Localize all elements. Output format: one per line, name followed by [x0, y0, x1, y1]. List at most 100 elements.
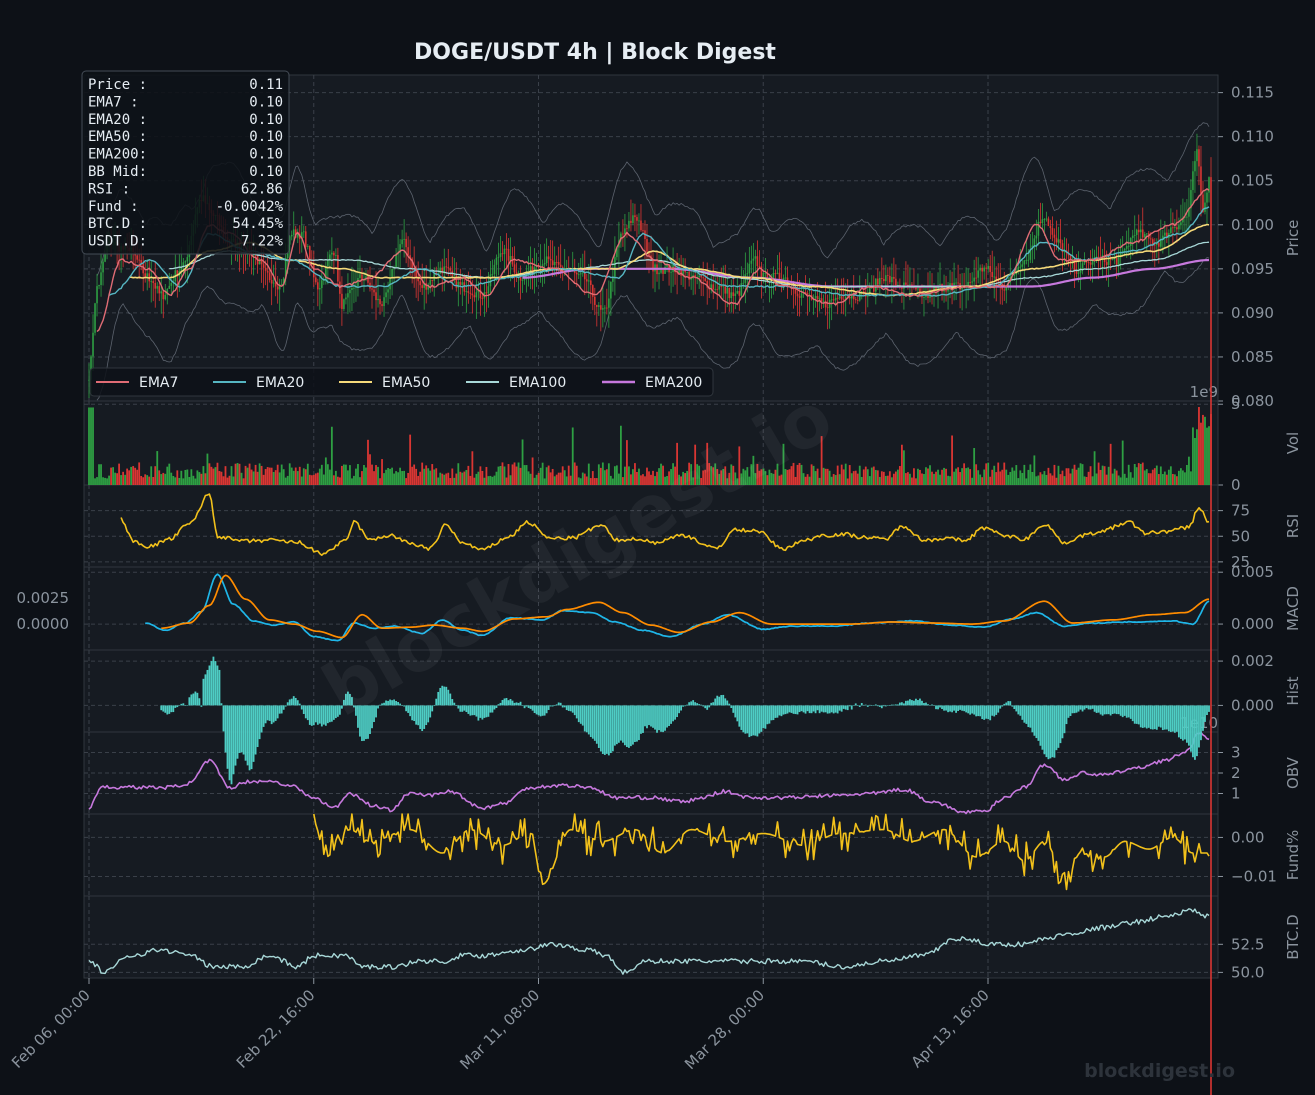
hist-bar	[336, 705, 339, 717]
hist-bar	[696, 703, 699, 706]
hist-bar	[1200, 705, 1202, 741]
hist-bar	[198, 698, 201, 706]
hist-bar	[1113, 705, 1116, 714]
candle-body	[583, 272, 586, 280]
volume-bar	[632, 469, 634, 485]
hist-bar	[178, 705, 181, 706]
candle-body	[746, 273, 749, 275]
candle-body	[104, 253, 106, 262]
candle-body	[895, 278, 897, 286]
volume-bar	[439, 472, 442, 485]
hist-bar	[965, 705, 968, 713]
y-tick-label: 0.002	[1231, 652, 1274, 670]
volume-bar	[1133, 463, 1136, 485]
candle-body	[854, 299, 857, 301]
candle-body	[820, 298, 823, 302]
volume-bar	[136, 469, 139, 485]
volume-bar	[435, 468, 438, 485]
candle-body	[383, 297, 385, 307]
candle-body	[503, 248, 506, 255]
hist-bar	[866, 705, 869, 707]
candle-body	[748, 263, 751, 274]
volume-bar	[365, 467, 367, 485]
volume-bar	[738, 446, 741, 485]
hist-bar	[977, 705, 980, 717]
hist-bar	[589, 705, 592, 737]
volume-bar	[1007, 474, 1010, 485]
hist-bar	[288, 699, 291, 706]
candle-body	[969, 281, 971, 283]
volume-bar	[501, 462, 504, 485]
candle-body	[1087, 262, 1090, 263]
volume-bar	[666, 476, 668, 485]
candle-body	[608, 298, 610, 308]
candle-body	[975, 277, 977, 279]
candle-body	[844, 296, 847, 300]
volume-bar	[768, 469, 771, 485]
hist-bar	[816, 705, 819, 711]
volume-bar	[1109, 443, 1112, 485]
candle-body	[856, 300, 859, 301]
hist-bar	[945, 705, 947, 711]
candle-body	[551, 260, 554, 266]
candle-body	[1121, 250, 1124, 253]
candle-body	[421, 285, 423, 288]
candle-body	[1145, 233, 1148, 235]
volume-bar	[122, 471, 125, 485]
candle-body	[879, 277, 881, 285]
volume-bar	[519, 467, 522, 485]
volume-bar	[437, 477, 440, 485]
volume-bar	[911, 477, 913, 485]
candle-body	[678, 268, 680, 274]
candle-body	[923, 297, 925, 298]
candle-body	[553, 261, 556, 266]
volume-bar	[758, 470, 761, 485]
volume-bar	[696, 464, 699, 485]
candle-body	[156, 286, 159, 289]
volume-bar	[1017, 478, 1020, 485]
hist-bar	[1117, 705, 1120, 715]
volume-bar	[176, 470, 179, 485]
hist-bar	[210, 661, 213, 706]
volume-bar	[373, 471, 375, 485]
volume-bar	[1067, 468, 1070, 485]
volume-bar	[660, 463, 662, 485]
volume-bar	[772, 473, 775, 485]
volume-bar	[371, 464, 373, 485]
hist-bar	[806, 705, 809, 712]
volume-bar	[535, 474, 538, 485]
candle-body	[405, 238, 407, 248]
volume-bar	[545, 467, 548, 485]
candle-body	[1208, 177, 1210, 193]
volume-bar	[1087, 471, 1090, 485]
volume-bar	[718, 473, 721, 485]
hist-bar	[808, 705, 811, 714]
volume-bar	[909, 473, 911, 485]
volume-bar	[495, 471, 498, 485]
y-tick-label: −0.01	[1231, 867, 1277, 885]
hist-bar	[1143, 705, 1146, 728]
hist-bar	[850, 705, 853, 710]
candle-body	[989, 266, 992, 272]
candle-body	[1081, 263, 1084, 270]
hist-bar	[601, 705, 604, 754]
hist-bar	[1035, 705, 1038, 739]
hist-bar	[298, 703, 301, 706]
volume-bar	[804, 476, 807, 485]
volume-bar	[493, 475, 496, 485]
candle-body	[933, 287, 935, 291]
hist-bar	[383, 702, 385, 706]
hist-bar	[786, 705, 789, 714]
hist-bar	[852, 705, 855, 706]
volume-bar	[196, 470, 199, 485]
volume-bar	[1192, 427, 1194, 485]
volume-bar	[294, 467, 297, 485]
candle-body	[919, 288, 921, 293]
hist-bar	[515, 702, 518, 706]
hist-bar	[1105, 705, 1108, 715]
volume-bar	[208, 463, 211, 485]
volume-bar	[218, 471, 221, 485]
hist-bar	[369, 705, 371, 735]
hist-bar	[575, 705, 578, 719]
